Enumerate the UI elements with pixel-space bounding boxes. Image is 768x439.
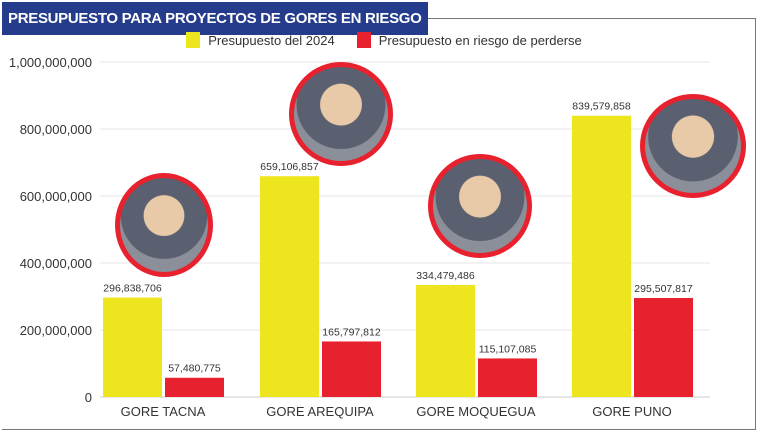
x-tick-label: GORE TACNA bbox=[121, 404, 206, 419]
data-label: 334,479,486 bbox=[416, 270, 475, 282]
x-tick-label: GORE AREQUIPA bbox=[266, 404, 374, 419]
photo-gore-arequipa bbox=[289, 62, 393, 166]
data-label: 57,480,775 bbox=[168, 363, 221, 375]
legend-swatch bbox=[186, 32, 201, 48]
data-label: 659,106,857 bbox=[260, 161, 319, 173]
bar-2024 bbox=[103, 297, 162, 397]
bar-2024 bbox=[416, 284, 475, 397]
y-tick-label: 200,000,000 bbox=[20, 323, 92, 338]
y-tick-label: 400,000,000 bbox=[20, 256, 92, 271]
bar-2024 bbox=[260, 176, 319, 397]
legend-label: Presupuesto del 2024 bbox=[208, 32, 335, 48]
legend-label: Presupuesto en riesgo de perderse bbox=[378, 32, 582, 48]
chart-title: PRESUPUESTO PARA PROYECTOS DE GORES EN R… bbox=[2, 2, 428, 35]
y-tick-label: 0 bbox=[85, 390, 92, 405]
legend-swatch bbox=[356, 32, 371, 48]
data-label: 839,579,858 bbox=[572, 101, 631, 113]
bar-riesgo bbox=[478, 358, 537, 397]
data-label: 296,838,706 bbox=[103, 283, 162, 295]
bar-riesgo bbox=[165, 377, 224, 397]
y-tick-label: 800,000,000 bbox=[20, 122, 92, 137]
legend-item-riesgo: Presupuesto en riesgo de perderse bbox=[356, 32, 582, 48]
y-tick-label: 600,000,000 bbox=[20, 189, 92, 204]
y-tick-label: 1,000,000,000 bbox=[9, 55, 92, 70]
legend: Presupuesto del 2024 Presupuesto en ries… bbox=[0, 32, 768, 48]
data-label: 295,507,817 bbox=[634, 283, 693, 295]
photo-gore-tacna bbox=[115, 173, 213, 277]
x-tick-label: GORE PUNO bbox=[592, 404, 671, 419]
photo-gore-puno bbox=[640, 94, 746, 198]
legend-item-2024: Presupuesto del 2024 bbox=[186, 32, 335, 48]
data-label: 165,797,812 bbox=[322, 326, 381, 338]
data-label: 115,107,085 bbox=[479, 343, 537, 355]
x-tick-label: GORE MOQUEGUA bbox=[416, 404, 536, 419]
photo-gore-moquegua bbox=[428, 154, 532, 258]
bar-2024 bbox=[572, 115, 631, 397]
bar-riesgo bbox=[634, 298, 693, 397]
bar-riesgo bbox=[322, 341, 381, 397]
